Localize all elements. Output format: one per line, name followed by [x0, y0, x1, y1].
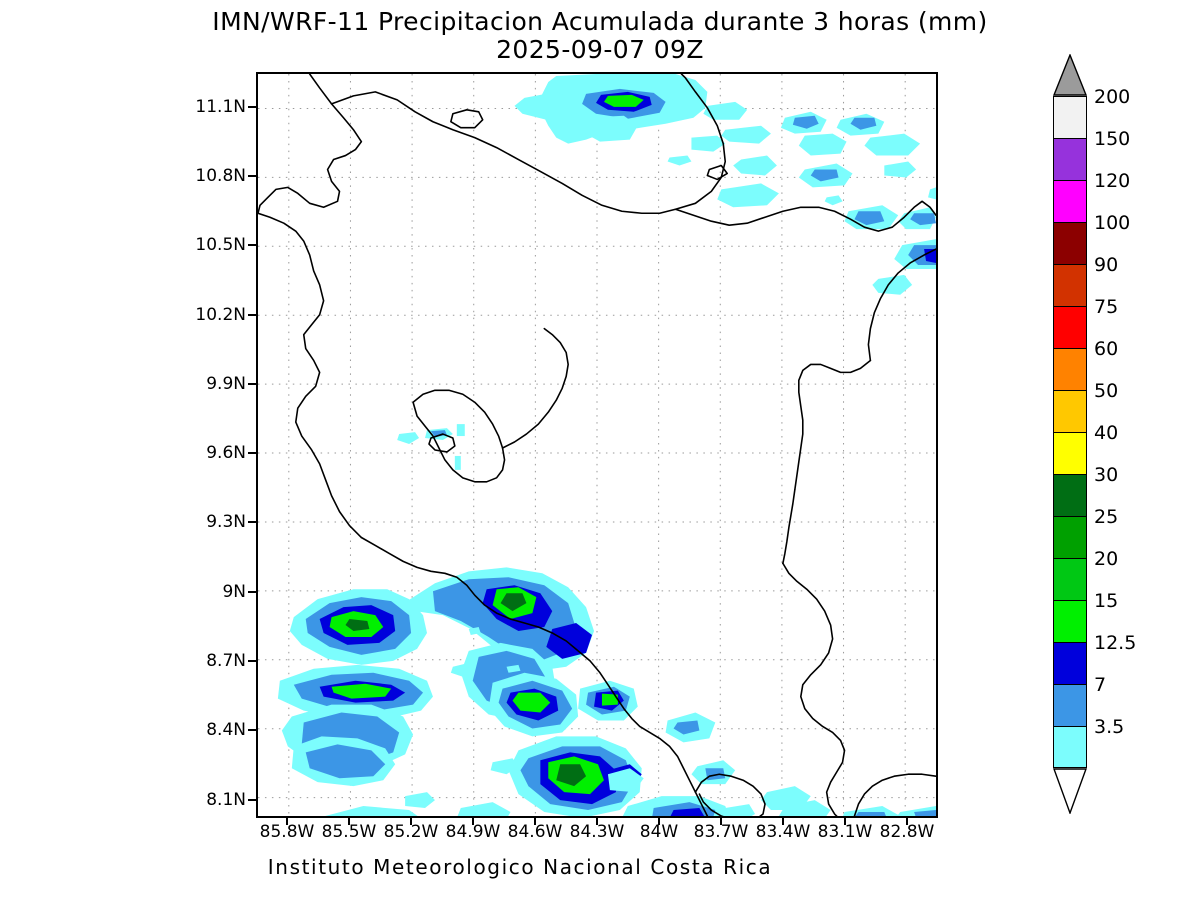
x-axis-tick-mark: [286, 818, 288, 825]
y-axis-tick-mark: [248, 521, 256, 524]
x-axis-tick-mark: [720, 818, 722, 825]
x-axis-tick-mark: [596, 818, 598, 825]
y-axis-tick-label: 9.9N: [206, 373, 246, 394]
colorbar-swatch: 20: [1053, 548, 1118, 600]
colorbar-swatch: 12.5: [1053, 632, 1136, 684]
colorbar-tick-label: 40: [1094, 422, 1119, 444]
colorbar-tick-label: 15: [1094, 590, 1119, 612]
x-axis-tick-label: 84W: [639, 822, 679, 842]
colorbar-swatch: 15: [1053, 590, 1118, 642]
colorbar-tick-label: 100: [1094, 212, 1131, 234]
y-axis-tick-mark: [248, 174, 256, 177]
y-axis-tick-mark: [248, 452, 256, 455]
colorbar-swatch: 7: [1053, 674, 1106, 726]
x-axis-tick-label: 82.8W: [879, 822, 935, 842]
colorbar-over-arrow: [1053, 54, 1087, 96]
colorbar-tick-label: 200: [1094, 86, 1131, 108]
y-axis-tick-label: 8.7N: [206, 650, 246, 671]
y-axis-tick-mark: [248, 105, 256, 108]
colorbar-swatch: 30: [1053, 464, 1118, 516]
y-axis-tick-mark: [248, 244, 256, 247]
x-axis-tick-mark: [782, 818, 784, 825]
y-axis-tick-mark: [248, 382, 256, 385]
x-axis-tick-label: 85.8W: [259, 822, 315, 842]
y-axis-tick-label: 11.1N: [195, 96, 246, 117]
y-axis-tick-label: 8.4N: [206, 720, 246, 741]
colorbar-swatch: 200: [1053, 86, 1130, 138]
colorbar-tick-label: 3.5: [1094, 716, 1125, 738]
y-axis-tick-mark: [248, 659, 256, 662]
precipitation-contours: [277, 74, 936, 816]
x-axis-tick-mark: [410, 818, 412, 825]
x-axis-tick-label: 84.3W: [569, 822, 625, 842]
colorbar-swatch: 50: [1053, 380, 1118, 432]
x-axis-tick-mark: [844, 818, 846, 825]
y-axis-tick-label: 10.2N: [195, 304, 246, 325]
x-axis-tick-label: 83.7W: [693, 822, 749, 842]
y-axis-tick-label: 8.1N: [206, 789, 246, 810]
x-axis-tick-mark: [348, 818, 350, 825]
x-axis-tick-mark: [472, 818, 474, 825]
colorbar-cells: 200 150 120 100 90 75 60 50 40 30 25 20 15 12.5 7 3.5: [1053, 86, 1136, 768]
y-axis-tick-label: 9.3N: [206, 512, 246, 533]
y-axis-tick-mark: [248, 313, 256, 316]
colorbar-tick-label: 7: [1094, 674, 1107, 696]
y-axis-tick-mark: [248, 798, 256, 801]
colorbar-tick-label: 120: [1094, 170, 1131, 192]
colorbar-swatch: 25: [1053, 506, 1118, 558]
colorbar-swatch: 150: [1053, 128, 1130, 180]
y-axis-tick-mark: [248, 729, 256, 732]
colorbar-tick-label: 150: [1094, 128, 1131, 150]
colorbar-swatch: 100: [1053, 212, 1130, 264]
y-axis-tick-label: 9.6N: [206, 443, 246, 464]
x-axis-tick-label: 85.2W: [383, 822, 439, 842]
colorbar-swatch: 90: [1053, 254, 1118, 306]
colorbar-tick-label: 90: [1094, 254, 1119, 276]
y-axis-tick-mark: [248, 590, 256, 593]
x-axis-tick-label: 84.6W: [507, 822, 563, 842]
source-credit: Instituto Meteorologico Nacional Costa R…: [267, 855, 773, 879]
colorbar-tick-label: 30: [1094, 464, 1119, 486]
y-axis-tick-label: 10.8N: [195, 165, 246, 186]
colorbar-swatch: 120: [1053, 170, 1130, 222]
x-axis-tick-label: 84.9W: [445, 822, 501, 842]
x-axis-tick-mark: [534, 818, 536, 825]
colorbar-swatch: 75: [1053, 296, 1118, 348]
colorbar-swatch: 3.5: [1053, 716, 1124, 768]
x-axis-tick-label: 83.4W: [755, 822, 811, 842]
y-axis-tick-label: 10.5N: [195, 235, 246, 256]
colorbar-swatch: 60: [1053, 338, 1118, 390]
colorbar-tick-label: 12.5: [1094, 632, 1137, 654]
colorbar-tick-label: 75: [1094, 296, 1119, 318]
gridlines: [258, 74, 936, 816]
coastline-layer: [258, 74, 936, 816]
x-axis-tick-mark: [658, 818, 660, 825]
colorbar-swatch: 40: [1053, 422, 1118, 474]
colorbar-tick-label: 60: [1094, 338, 1119, 360]
colorbar-tick-label: 25: [1094, 506, 1119, 528]
colorbar-under-arrow: [1053, 768, 1087, 814]
y-axis-tick-label: 9N: [222, 581, 246, 602]
x-axis-tick-label: 83.1W: [817, 822, 873, 842]
map-canvas: [258, 74, 936, 816]
map-plot-area: [256, 72, 938, 818]
colorbar-tick-label: 50: [1094, 380, 1119, 402]
x-axis-tick-mark: [906, 818, 908, 825]
x-axis-tick-label: 85.5W: [321, 822, 377, 842]
colorbar-tick-label: 20: [1094, 548, 1119, 570]
